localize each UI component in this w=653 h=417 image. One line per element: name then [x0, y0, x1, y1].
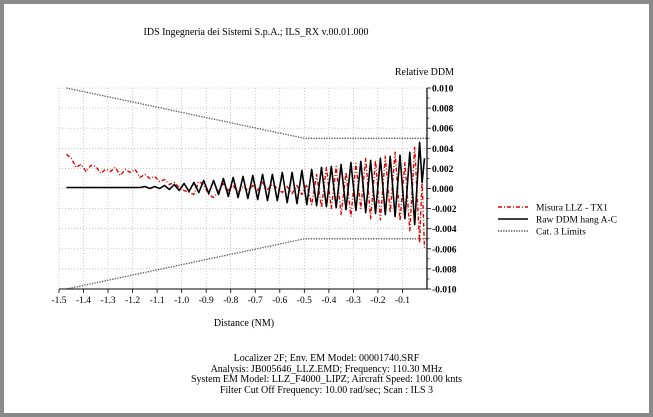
axes: -1.5 -1.4 -1.3 -1.2 -1.1 -1.0 -0.9 -0.8 -0.7 -0.6… — [51, 85, 456, 307]
x-tick-label: -0.8 — [223, 296, 238, 306]
y-tick-label: 0.008 — [432, 105, 454, 115]
data-series — [65, 141, 426, 249]
footer-line: Filter Cut Off Frequency: 10.00 rad/sec;… — [219, 384, 434, 396]
y-tick-label: 0.010 — [432, 85, 454, 95]
y-tick-label: -0.004 — [432, 225, 457, 235]
x-tick-label: -0.7 — [248, 296, 263, 306]
x-tick-label: -0.4 — [321, 296, 336, 306]
x-tick-label: -0.6 — [272, 296, 287, 306]
x-tick-label: -1.5 — [51, 296, 66, 306]
x-axis-label: Distance (NM) — [214, 318, 274, 329]
cat3-limit-lines — [66, 87, 427, 290]
x-tick-label: -0.2 — [370, 296, 385, 306]
y-tick-label: -0.002 — [432, 205, 457, 215]
series-line-1 — [66, 141, 426, 226]
y-tick-label: -0.008 — [432, 265, 457, 275]
x-tick-label: -0.9 — [199, 296, 214, 306]
chart-canvas: IDS Ingegneria dei Sistemi S.p.A.; ILS_R… — [51, 27, 617, 329]
chart-title: IDS Ingegneria dei Sistemi S.p.A.; ILS_R… — [144, 27, 369, 38]
y-tick-label: 0.002 — [432, 165, 454, 175]
y-tick-label: -0.006 — [432, 245, 457, 255]
y-axis-label: Relative DDM — [395, 67, 454, 78]
y-tick-label: 0.004 — [432, 145, 454, 155]
x-tick-label: -1.2 — [125, 296, 140, 306]
grid — [58, 87, 428, 290]
chart-frame: IDS Ingegneria dei Sistemi S.p.A.; ILS_R… — [4, 4, 649, 413]
x-tick-label: -1.1 — [150, 296, 165, 306]
legend-label: Cat. 3 Limits — [536, 228, 586, 238]
footer-line: Localizer 2F; Env. EM Model: 00001740.SR… — [233, 353, 420, 364]
limit-line-lower — [66, 238, 427, 290]
x-tick-label: -1.0 — [174, 296, 189, 306]
y-tick-label: 0.006 — [432, 125, 454, 135]
chart-footer: Localizer 2F; Env. EM Model: 00001740.SR… — [4, 353, 649, 396]
x-tick-label: -1.3 — [101, 296, 116, 306]
footer-line: Analysis: JB005646_LLZ.EMD; Frequency: 1… — [210, 363, 443, 375]
x-tick-label: -1.4 — [76, 296, 91, 306]
y-tick-label: -0.010 — [432, 286, 457, 296]
x-tick-label: -0.3 — [346, 296, 361, 306]
x-tick-label: -0.5 — [297, 296, 312, 306]
legend-label: Misura LLZ - TX1 — [536, 204, 608, 214]
footer-line: System EM Model: LLZ_F4000_LIPZ; Aircraf… — [190, 374, 463, 385]
limit-line-upper — [66, 87, 427, 139]
y-tick-label: 0.000 — [432, 185, 454, 195]
x-tick-label: -0.1 — [395, 296, 410, 306]
legend-label: Raw DDM hang A-C — [536, 216, 617, 226]
legend: Misura LLZ - TX1 Raw DDM hang A-C Cat. 3 L… — [498, 204, 617, 238]
